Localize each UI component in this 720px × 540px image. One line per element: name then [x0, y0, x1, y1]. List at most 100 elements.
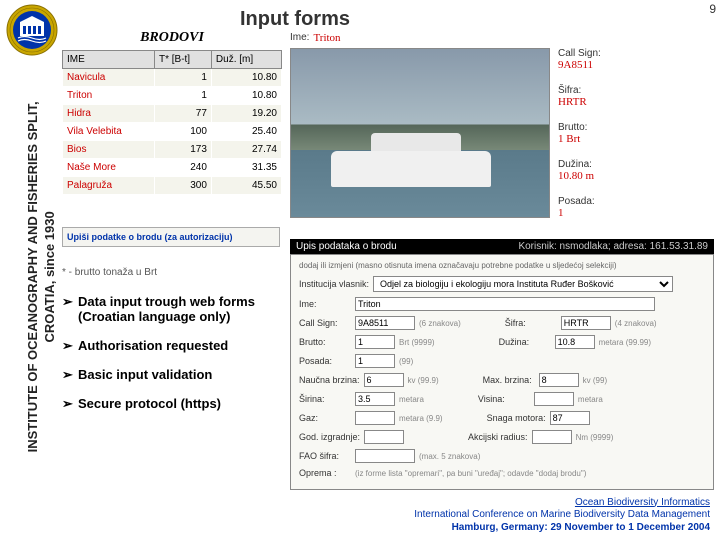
- footer-line3: Hamburg, Germany: 29 November to 1 Decem…: [290, 522, 710, 535]
- col-tonnage[interactable]: T* [B-t]: [154, 51, 211, 69]
- col-ime[interactable]: IME: [63, 51, 155, 69]
- table-row[interactable]: Hidra7719.20: [63, 105, 282, 123]
- table-cell: Naše More: [63, 159, 155, 177]
- table-row[interactable]: Bios17327.74: [63, 141, 282, 159]
- institucija-label: Institucija vlasnik:: [299, 279, 369, 289]
- table-cell: 45.50: [211, 177, 281, 195]
- table-cell: 300: [154, 177, 211, 195]
- form-bar-left: Upis podataka o brodu: [296, 241, 397, 252]
- naucna-label: Naučna brzina:: [299, 375, 360, 385]
- side-info-value: 10.80 m: [558, 170, 594, 182]
- table-row[interactable]: Naše More24031.35: [63, 159, 282, 177]
- sidebar-line1: INSTITUTE OF OCEANOGRAPHY AND FISHERIES …: [25, 101, 40, 452]
- callsign-label: Call Sign:: [299, 318, 351, 328]
- table-cell: Vila Velebita: [63, 123, 155, 141]
- oprema-hint: (iz forme lista "opremari", pa buni "ure…: [355, 469, 586, 478]
- table-cell: Hidra: [63, 105, 155, 123]
- bullet-item: Authorisation requested: [62, 338, 282, 353]
- callsign-input[interactable]: [355, 316, 415, 330]
- table-cell: Palagruža: [63, 177, 155, 195]
- maxbrzina-label: Max. brzina:: [483, 375, 535, 385]
- side-info-label: Dužina:: [558, 159, 714, 170]
- slide-title: Input forms: [240, 8, 350, 31]
- table-cell: 27.74: [211, 141, 281, 159]
- institute-sidebar: INSTITUTE OF OCEANOGRAPHY AND FISHERIES …: [25, 87, 59, 467]
- bullet-item: Secure protocol (https): [62, 396, 282, 411]
- brutto-hint: Brt (9999): [399, 338, 435, 347]
- ship-input-form: dodaj ili izmjeni (masno otisnuta imena …: [290, 254, 714, 490]
- naucna-hint: kv (99.9): [408, 376, 439, 385]
- sifra-input[interactable]: [561, 316, 611, 330]
- side-info-row: Brutto:1 Brt: [558, 122, 714, 145]
- table-row[interactable]: Palagruža30045.50: [63, 177, 282, 195]
- table-header-row: IME T* [B-t] Duž. [m]: [63, 51, 282, 69]
- brutto-input[interactable]: [355, 335, 395, 349]
- sirina-input[interactable]: [355, 392, 395, 406]
- posada-input[interactable]: [355, 354, 395, 368]
- table-cell: 19.20: [211, 105, 281, 123]
- form-bar-user: Korisnik: nsmodlaka; adresa: 161.53.31.8…: [518, 241, 708, 252]
- table-row[interactable]: Navicula110.80: [63, 69, 282, 87]
- table-cell: 240: [154, 159, 211, 177]
- gaz-hint: metara (9.9): [399, 414, 443, 423]
- bullet-item: Basic input validation: [62, 367, 282, 382]
- god-label: God. izgradnje:: [299, 432, 360, 442]
- naucna-input[interactable]: [364, 373, 404, 387]
- side-info-label: Call Sign:: [558, 48, 714, 59]
- col-length[interactable]: Duž. [m]: [211, 51, 281, 69]
- table-row[interactable]: Vila Velebita10025.40: [63, 123, 282, 141]
- maxbrzina-input[interactable]: [539, 373, 579, 387]
- duzina-label: Dužina:: [499, 337, 551, 347]
- side-info-label: Šifra:: [558, 85, 714, 96]
- footer-line2: International Conference on Marine Biodi…: [290, 509, 710, 522]
- ship-photo: [290, 48, 550, 218]
- posada-label: Posada:: [299, 356, 351, 366]
- fao-label: FAO šifra:: [299, 451, 351, 461]
- institute-logo: [6, 4, 58, 56]
- ship-side-info: Call Sign:9A8511Šifra:HRTRBrutto:1 BrtDu…: [558, 48, 714, 233]
- form-ime-input[interactable]: [355, 297, 655, 311]
- institucija-select[interactable]: Odjel za biologiju i ekologiju mora Inst…: [373, 276, 673, 292]
- snaga-input[interactable]: [550, 411, 590, 425]
- fao-hint: (max. 5 znakova): [419, 452, 480, 461]
- akcijski-input[interactable]: [532, 430, 572, 444]
- visina-input[interactable]: [534, 392, 574, 406]
- duzina-hint: metara (99.99): [599, 338, 651, 347]
- visina-hint: metara: [578, 395, 603, 404]
- conference-footer: Ocean Biodiversity Informatics Internati…: [290, 497, 710, 535]
- table-cell: Bios: [63, 141, 155, 159]
- ships-table-title: BRODOVI: [62, 30, 282, 46]
- table-cell: 10.80: [211, 69, 281, 87]
- sidebar-line2: CROATIA, since 1930: [42, 211, 57, 342]
- bullet-item: Data input trough web forms (Croatian la…: [62, 294, 282, 324]
- akcijski-hint: Nm (9999): [576, 433, 614, 442]
- fao-input[interactable]: [355, 449, 415, 463]
- ships-table: IME T* [B-t] Duž. [m] Navicula110.80Trit…: [62, 50, 282, 195]
- form-title-bar: Upis podataka o brodu Korisnik: nsmodlak…: [290, 239, 714, 254]
- form-ime-label: Ime:: [299, 299, 351, 309]
- auth-prompt-box: Upiši podatke o brodu (za autorizaciju): [62, 227, 280, 247]
- form-note: dodaj ili izmjeni (masno otisnuta imena …: [299, 261, 705, 270]
- side-info-row: Šifra:HRTR: [558, 85, 714, 108]
- ships-table-block: BRODOVI IME T* [B-t] Duž. [m] Navicula11…: [62, 30, 282, 195]
- table-cell: Triton: [63, 87, 155, 105]
- side-info-row: Posada:1: [558, 196, 714, 219]
- detail-ime-label: Ime:: [290, 32, 309, 43]
- footer-line1: Ocean Biodiversity Informatics: [290, 497, 710, 510]
- table-row[interactable]: Triton110.80: [63, 87, 282, 105]
- detail-ime-value: Triton: [313, 32, 340, 44]
- side-info-row: Dužina:10.80 m: [558, 159, 714, 182]
- duzina-input[interactable]: [555, 335, 595, 349]
- gaz-label: Gaz:: [299, 413, 351, 423]
- oprema-label: Oprema :: [299, 468, 351, 478]
- callsign-hint: (6 znakova): [419, 319, 461, 328]
- table-cell: 1: [154, 69, 211, 87]
- god-input[interactable]: [364, 430, 404, 444]
- sifra-hint: (4 znakova): [615, 319, 657, 328]
- gaz-input[interactable]: [355, 411, 395, 425]
- snaga-label: Snaga motora:: [487, 413, 546, 423]
- bullet-list: Data input trough web forms (Croatian la…: [62, 294, 282, 425]
- sirina-hint: metara: [399, 395, 424, 404]
- slide-number: 9: [709, 2, 716, 16]
- side-info-value: 1 Brt: [558, 133, 580, 145]
